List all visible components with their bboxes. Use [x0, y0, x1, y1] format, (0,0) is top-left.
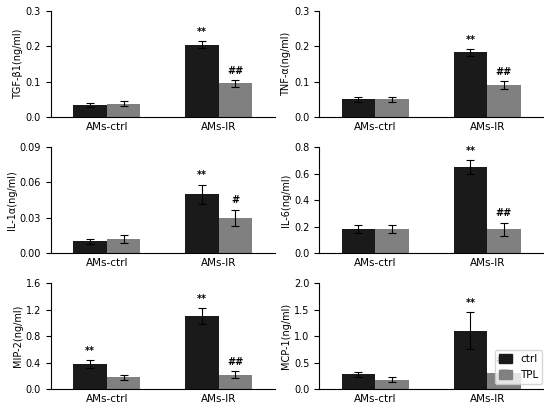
Bar [375, 380, 409, 389]
Bar [73, 364, 107, 389]
Bar [185, 44, 218, 117]
Y-axis label: TGF-β1(ng/ml): TGF-β1(ng/ml) [13, 29, 23, 99]
Legend: ctrl, TPL: ctrl, TPL [495, 350, 542, 384]
Bar [107, 377, 140, 389]
Bar [454, 167, 487, 253]
Bar [342, 374, 375, 389]
Bar [454, 331, 487, 389]
Y-axis label: MCP-1(ng/ml): MCP-1(ng/ml) [282, 303, 292, 369]
Bar [107, 104, 140, 117]
Y-axis label: TNF-α(ng/ml): TNF-α(ng/ml) [282, 32, 292, 96]
Text: ##: ## [496, 67, 512, 77]
Bar [487, 373, 521, 389]
Text: **: ** [197, 171, 207, 180]
Text: **: ** [465, 146, 475, 156]
Bar [218, 374, 252, 389]
Text: **: ** [465, 35, 475, 44]
Text: ##: ## [227, 66, 244, 76]
Text: **: ** [197, 294, 207, 304]
Bar [487, 229, 521, 253]
Bar [218, 83, 252, 117]
Text: **: ** [85, 346, 95, 356]
Text: **: ** [465, 298, 475, 308]
Bar [185, 316, 218, 389]
Bar [375, 229, 409, 253]
Y-axis label: MIP-2(ng/ml): MIP-2(ng/ml) [13, 305, 23, 367]
Text: ##: ## [496, 208, 512, 218]
Bar [375, 99, 409, 117]
Text: #: # [232, 195, 239, 205]
Text: ##: ## [496, 355, 512, 365]
Bar [342, 99, 375, 117]
Y-axis label: IL-6(ng/ml): IL-6(ng/ml) [282, 173, 292, 227]
Bar [487, 85, 521, 117]
Bar [73, 241, 107, 253]
Text: **: ** [197, 27, 207, 37]
Bar [73, 105, 107, 117]
Bar [185, 194, 218, 253]
Text: ##: ## [227, 357, 244, 367]
Bar [342, 229, 375, 253]
Bar [218, 218, 252, 253]
Y-axis label: IL-1α(ng/ml): IL-1α(ng/ml) [7, 170, 17, 230]
Bar [107, 239, 140, 253]
Bar [454, 52, 487, 117]
